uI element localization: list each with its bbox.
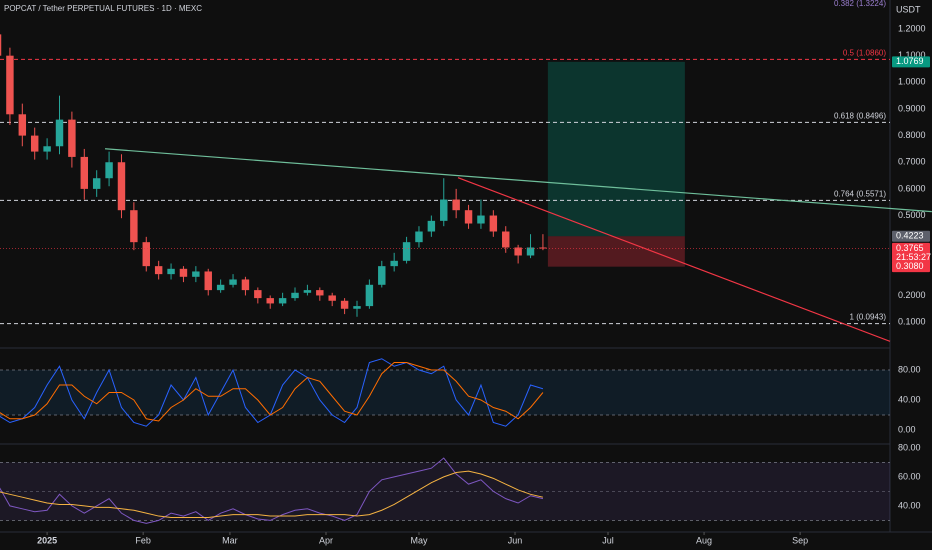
- x-tick-label: 2025: [37, 535, 57, 545]
- y-tick-label: 0.5000: [898, 210, 926, 220]
- candle-body: [18, 114, 27, 136]
- y-tick-label: 0.8000: [898, 130, 926, 140]
- stoch-tick-label: 0.00: [898, 424, 916, 434]
- stoch-band: [0, 370, 890, 415]
- fib-label: 0.382 (1.3224): [834, 0, 886, 8]
- candle-body: [266, 298, 274, 304]
- candle-body: [105, 162, 113, 179]
- candle-body: [179, 268, 188, 277]
- stoch-tick-label: 40.00: [898, 394, 921, 404]
- candle-body: [229, 279, 237, 285]
- price-label: 0.3080: [896, 261, 924, 271]
- y-tick-label: 0.9000: [898, 103, 926, 113]
- stop-zone: [547, 236, 685, 267]
- y-tick-label: 0.6000: [898, 183, 926, 193]
- candle-body: [43, 146, 51, 152]
- candle-body: [390, 260, 398, 267]
- candle-body: [489, 215, 498, 232]
- price-label: 1.0769: [896, 56, 924, 66]
- candle-body: [502, 231, 510, 248]
- candle-body: [328, 295, 336, 301]
- candle-body: [192, 271, 200, 277]
- y-tick-label: 0.7000: [898, 157, 926, 167]
- candle-body: [477, 215, 485, 224]
- x-tick-label: Sep: [792, 535, 808, 545]
- candle-body: [452, 199, 460, 211]
- x-tick-label: Jun: [508, 535, 523, 545]
- candle-body: [340, 300, 349, 309]
- candle-body: [117, 162, 126, 211]
- x-tick-label: Aug: [696, 535, 712, 545]
- trend-line: [105, 148, 932, 213]
- fib-label: 0.618 (0.8496): [834, 111, 886, 120]
- candle-body: [440, 199, 448, 221]
- price-label-box: [892, 242, 930, 263]
- candle-body: [167, 268, 175, 275]
- candle-body: [68, 119, 76, 157]
- target-zone: [547, 61, 685, 237]
- rsi-tick-label: 80.00: [898, 442, 921, 452]
- y-tick-label: 1.2000: [898, 23, 926, 33]
- candle-body: [464, 210, 473, 224]
- rsi-tick-label: 60.00: [898, 471, 921, 481]
- price-label-box: [892, 230, 930, 242]
- y-tick-label: 1.1000: [898, 50, 926, 60]
- candle-body: [55, 119, 64, 147]
- candle-body: [278, 298, 287, 304]
- candle-body: [92, 178, 101, 189]
- candle-body: [142, 242, 150, 267]
- x-tick-label: Feb: [135, 535, 151, 545]
- candle-body: [241, 279, 250, 291]
- x-tick-label: Jul: [602, 535, 614, 545]
- candle-body: [154, 266, 163, 275]
- candle-body: [0, 34, 2, 56]
- x-tick-label: May: [410, 535, 428, 545]
- price-label-box: [892, 56, 930, 68]
- candle-body: [402, 242, 411, 261]
- candle-body: [526, 247, 535, 256]
- candle-body: [316, 290, 324, 296]
- candle-body: [539, 247, 547, 249]
- candle-body: [30, 135, 39, 152]
- price-label: 0.3765: [896, 243, 924, 253]
- candle-body: [291, 292, 299, 299]
- trend-line: [457, 177, 891, 342]
- candle-body: [130, 210, 138, 243]
- currency-label: USDT: [896, 4, 921, 14]
- chart-title: POPCAT / Tether PERPETUAL FUTURES · 1D ·…: [4, 4, 202, 13]
- candle-body: [6, 55, 14, 115]
- fib-label: 1 (0.0943): [850, 313, 887, 322]
- fib-label: 0.764 (0.5571): [834, 189, 886, 198]
- rsi-line: [0, 470, 544, 518]
- x-tick-label: Apr: [319, 535, 333, 545]
- candle-body: [303, 290, 312, 293]
- y-tick-label: 0.1000: [898, 316, 926, 326]
- candle-body: [514, 247, 522, 256]
- countdown-label: 21:53:27: [896, 252, 931, 262]
- fib-label: 0.5 (1.0860): [843, 49, 886, 58]
- stoch-tick-label: 80.00: [898, 364, 921, 374]
- candle-body: [415, 231, 423, 243]
- price-label: 0.4223: [896, 231, 924, 241]
- stoch-line: [0, 362, 544, 422]
- rsi-tick-label: 40.00: [898, 500, 921, 510]
- candle-body: [365, 284, 374, 307]
- y-tick-label: 0.2000: [898, 290, 926, 300]
- price-label-box: [892, 261, 930, 273]
- y-tick-label: 1.0000: [898, 77, 926, 87]
- candle-body: [80, 156, 89, 189]
- candle-body: [254, 290, 262, 299]
- candle-body: [204, 271, 212, 291]
- x-tick-label: Mar: [222, 535, 238, 545]
- rsi-line: [0, 457, 544, 524]
- candle-body: [353, 306, 361, 309]
- candle-body: [378, 266, 386, 285]
- candle-body: [427, 220, 436, 232]
- candle-body: [216, 284, 225, 291]
